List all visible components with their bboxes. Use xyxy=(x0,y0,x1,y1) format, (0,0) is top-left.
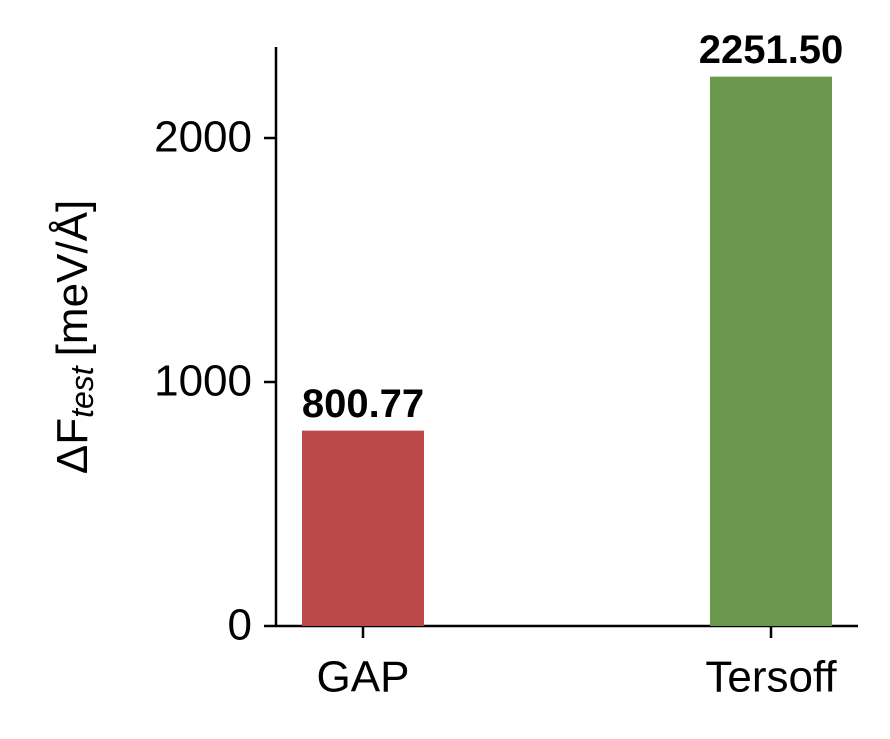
y-label-unit: [meV/Å] xyxy=(48,200,97,357)
y-tick-label: 2000 xyxy=(154,113,252,162)
y-tick-label: 1000 xyxy=(154,357,252,406)
y-label-subscript: test xyxy=(64,365,100,418)
y-tick-label: 0 xyxy=(228,601,252,650)
x-tick-label: GAP xyxy=(317,653,410,702)
value-label: 2251.50 xyxy=(699,28,844,72)
x-tick-label: Tersoff xyxy=(705,653,837,702)
y-axis-label: ΔFtest [meV/Å] xyxy=(48,200,101,474)
bar xyxy=(302,430,424,626)
bar xyxy=(710,76,832,626)
y-label-main: ΔF xyxy=(48,418,97,474)
value-label: 800.77 xyxy=(302,382,424,426)
